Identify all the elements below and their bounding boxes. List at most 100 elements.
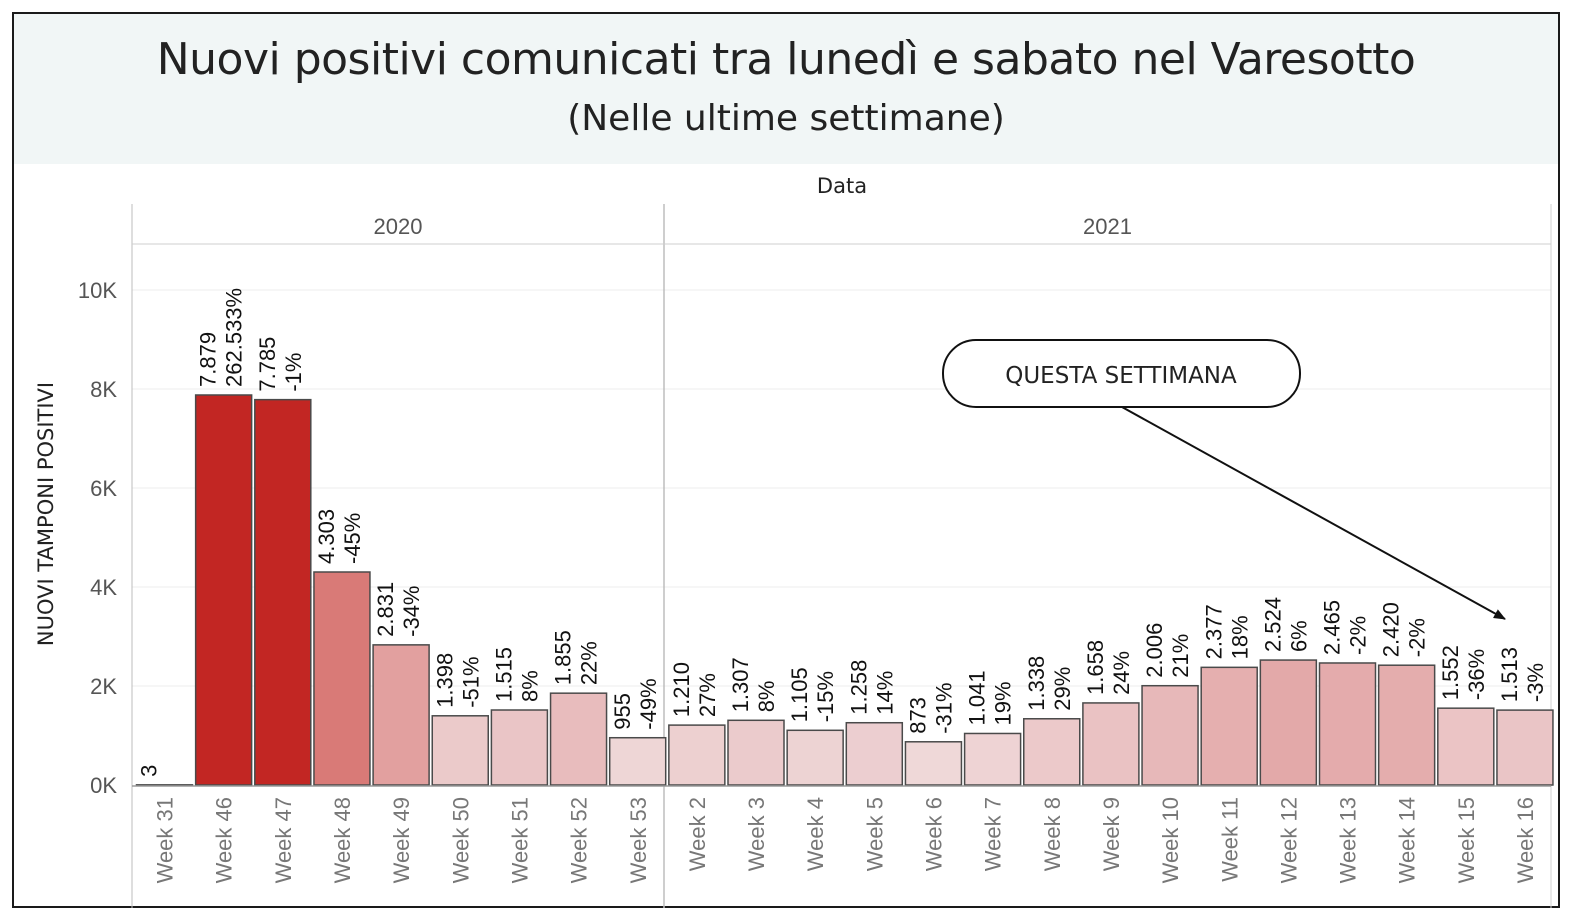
x-tick-label: Week 5 (862, 797, 887, 871)
bar-pct-label: 29% (1050, 667, 1075, 711)
bar (1141, 684, 1199, 786)
bar (845, 721, 904, 786)
bar (1437, 707, 1495, 786)
column-header-data: Data (817, 174, 867, 198)
x-tick-label: Week 3 (744, 797, 769, 871)
bar-value-label: 1.515 (491, 647, 516, 702)
bar-pct-label: 21% (1168, 634, 1193, 678)
annotation-label: QUESTA SETTIMANA (1005, 363, 1237, 389)
bar-value-label: 2.524 (1260, 597, 1285, 652)
x-tick-label: Week 13 (1336, 797, 1361, 883)
bar-pct-label: -2% (1405, 618, 1430, 657)
bar-pct-label: -15% (813, 671, 838, 722)
bar (1082, 702, 1140, 786)
x-tick-label: Week 53 (626, 797, 651, 883)
y-tick-label: 0K (90, 773, 117, 798)
y-tick-label: 8K (90, 377, 117, 402)
bar-pct-label: 6% (1286, 620, 1311, 652)
y-tick-label: 6K (90, 476, 117, 501)
bar (490, 709, 549, 786)
bar (1023, 718, 1081, 786)
bar (786, 729, 844, 786)
bar-value-label: 873 (906, 697, 931, 734)
year-header-2021: 2021 (1083, 214, 1132, 239)
x-tick-label: Week 48 (330, 797, 355, 883)
x-tick-label: Week 52 (567, 797, 592, 883)
bar-pct-label: -36% (1464, 649, 1489, 700)
x-tick-label: Week 4 (803, 797, 828, 871)
bar-value-label: 1.658 (1083, 640, 1108, 695)
x-tick-label: Week 2 (685, 797, 710, 871)
y-tick-label: 4K (90, 575, 117, 600)
bar-value-label: 2.831 (373, 582, 398, 637)
bar (668, 724, 726, 786)
bar-pct-label: 22% (577, 641, 602, 685)
bar-pct-label: -34% (399, 586, 424, 637)
bar (727, 719, 785, 786)
bar (431, 715, 489, 786)
year-header-2020: 2020 (374, 214, 423, 239)
x-tick-label: Week 6 (922, 797, 947, 871)
y-axis-title: NUOVI TAMPONI POSITIVI (34, 382, 58, 646)
y-tick-label: 2K (90, 674, 117, 699)
bar (1259, 659, 1318, 786)
chart-title: Nuovi positivi comunicati tra lunedì e s… (156, 34, 1416, 85)
bar (963, 732, 1022, 786)
bar (1200, 666, 1258, 786)
bar-pct-label: -1% (281, 353, 306, 392)
x-tick-label: Week 51 (507, 797, 532, 883)
bar-value-label: 2.420 (1379, 602, 1404, 657)
bar (1377, 664, 1436, 786)
chart-subtitle: (Nelle ultime settimane) (567, 98, 1005, 139)
bar-value-label: 1.258 (846, 660, 871, 715)
bar-value-label: 1.041 (965, 670, 990, 725)
bar-value-label: 1.398 (432, 653, 457, 708)
bar-value-label: 7.785 (255, 337, 280, 392)
bar (904, 741, 963, 786)
x-tick-label: Week 50 (448, 797, 473, 883)
bar-pct-label: -49% (636, 678, 661, 729)
bar-pct-label: 19% (991, 681, 1016, 725)
bar-pct-label: -2% (1346, 616, 1371, 655)
bar-pct-label: 24% (1109, 651, 1134, 695)
bar-value-label: 1.338 (1024, 656, 1049, 711)
x-tick-label: Week 31 (153, 797, 178, 883)
x-tick-label: Week 10 (1158, 797, 1183, 883)
x-tick-label: Week 7 (981, 797, 1006, 871)
annotation-box (942, 339, 1301, 408)
bar-pct-label: 14% (872, 671, 897, 715)
bar-value-label: 1.552 (1438, 645, 1463, 700)
bar-pct-label: -45% (340, 513, 365, 564)
x-tick-label: Week 46 (212, 797, 237, 883)
bar (608, 736, 667, 786)
bar-value-label: 2.377 (1201, 604, 1226, 659)
bar (372, 644, 430, 786)
bar-pct-label: -3% (1523, 663, 1548, 702)
bar-pct-label: 27% (695, 673, 720, 717)
x-tick-label: Week 49 (389, 797, 414, 883)
bar-value-label: 1.210 (669, 662, 694, 717)
bar (549, 692, 608, 786)
chart-header: Nuovi positivi comunicati tra lunedì e s… (14, 14, 1558, 164)
bar-value-label: 955 (610, 693, 635, 730)
bar-pct-label: 18% (1227, 615, 1252, 659)
bar-value-label: 2.465 (1320, 600, 1345, 655)
bar-value-label: 1.307 (728, 657, 753, 712)
bar-value-label: 1.855 (551, 630, 576, 685)
bar-value-label: 1.513 (1497, 647, 1522, 702)
x-tick-label: Week 12 (1276, 797, 1301, 883)
y-tick-label: 10K (78, 278, 117, 303)
bar-pct-label: -51% (458, 656, 483, 707)
bar-value-label: 4.303 (314, 509, 339, 564)
x-tick-label: Week 15 (1454, 797, 1479, 883)
annotation-arrow (1121, 406, 1506, 620)
bar-pct-label: -31% (932, 682, 957, 733)
x-tick-label: Week 8 (1040, 797, 1065, 871)
bar-value-label: 7.879 (196, 332, 221, 387)
x-tick-label: Week 9 (1099, 797, 1124, 871)
bar (313, 571, 371, 786)
x-tick-label: Week 47 (271, 797, 296, 883)
bar (1496, 709, 1554, 786)
bar-pct-label: 8% (517, 670, 542, 702)
